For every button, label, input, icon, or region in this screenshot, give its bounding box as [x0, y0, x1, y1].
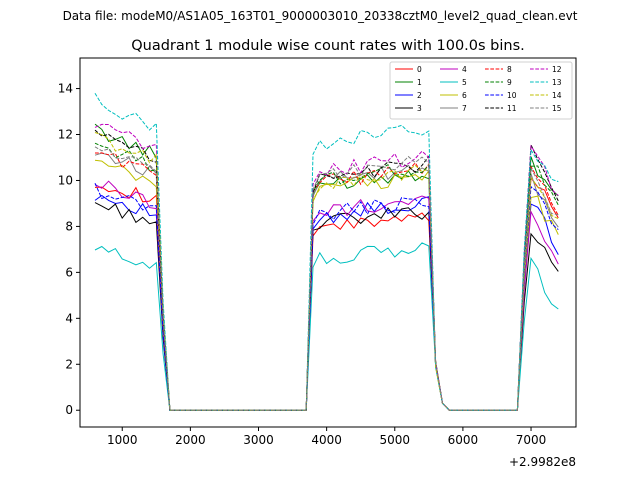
series-lines	[94, 92, 559, 411]
legend-box	[389, 61, 573, 120]
y-tick-label: 4	[65, 311, 73, 325]
legend-label-3: 3	[417, 104, 422, 113]
x-offset-label: +2.9982e8	[509, 455, 576, 469]
y-tick-label: 6	[65, 265, 73, 279]
x-tick-label: 3000	[243, 433, 274, 447]
legend-label-0: 0	[417, 65, 422, 74]
legend-label-1: 1	[417, 78, 422, 87]
x-tick-label: 6000	[448, 433, 479, 447]
chart-title: Quadrant 1 module wise count rates with …	[131, 38, 525, 54]
x-tick-label: 4000	[311, 433, 342, 447]
x-tick-label: 5000	[379, 433, 410, 447]
legend-label-5: 5	[462, 78, 467, 87]
y-tick-label: 8	[65, 219, 73, 233]
legend-label-2: 2	[417, 91, 422, 100]
x-axis: 1000 2000 3000 4000 5000 6000 7000	[107, 427, 546, 447]
series-line-15	[94, 146, 559, 411]
legend-label-13: 13	[552, 78, 562, 87]
y-tick-label: 2	[65, 357, 73, 371]
y-tick-label: 10	[58, 173, 73, 187]
legend-label-7: 7	[462, 104, 467, 113]
legend-label-9: 9	[507, 78, 512, 87]
y-tick-label: 12	[58, 128, 73, 142]
legend-label-10: 10	[507, 91, 517, 100]
y-axis: 0 2 4 6 8 10 12 14	[58, 82, 80, 417]
x-tick-label: 2000	[175, 433, 206, 447]
legend-label-14: 14	[552, 91, 562, 100]
legend-label-6: 6	[462, 91, 467, 100]
legend-label-8: 8	[507, 65, 512, 74]
legend-label-4: 4	[462, 65, 467, 74]
x-tick-label: 1000	[107, 433, 138, 447]
x-tick-label: 7000	[516, 433, 547, 447]
legend-label-15: 15	[552, 104, 562, 113]
legend-label-11: 11	[507, 104, 517, 113]
data-file-label: Data file: modeM0/AS1A05_163T01_90000030…	[63, 9, 578, 23]
y-tick-label: 14	[58, 82, 73, 96]
y-tick-label: 0	[65, 403, 73, 417]
legend-label-12: 12	[552, 65, 562, 74]
plot-frame	[79, 57, 577, 428]
